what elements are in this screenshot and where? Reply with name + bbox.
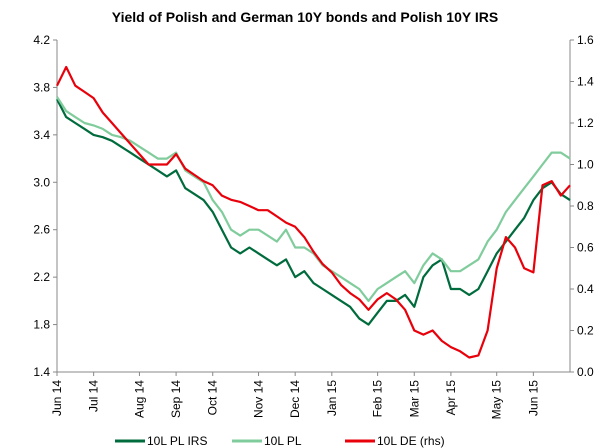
y-tick-label: 2.6 — [33, 223, 50, 237]
y2-tick-label: 0.0 — [577, 365, 594, 379]
x-tick-label: Jul 14 — [87, 380, 101, 412]
series-line — [56, 65, 571, 359]
y2-tick-label: 1.6 — [577, 33, 594, 47]
y-tick-label: 3.4 — [33, 128, 50, 142]
x-tick-label: Jan 15 — [325, 380, 339, 416]
y-tick-label: 4.2 — [33, 33, 50, 47]
chart-title: Yield of Polish and German 10Y bonds and… — [112, 9, 498, 25]
x-tick-label: Sep 14 — [169, 380, 183, 418]
x-tick-label: Jun 15 — [526, 380, 540, 416]
y-tick-label: 2.2 — [33, 270, 50, 284]
x-tick-label: Apr 15 — [444, 380, 458, 416]
x-tick-label: Aug 14 — [132, 380, 146, 418]
x-tick-label: Feb 15 — [371, 380, 385, 418]
y-tick-label: 3.8 — [33, 80, 50, 94]
x-tick-label: Mar 15 — [407, 380, 421, 418]
x-tick-label: Dec 14 — [288, 380, 302, 418]
legend-label: 10L PL — [264, 434, 302, 448]
legend-label: 10L DE (rhs) — [377, 434, 445, 448]
y2-tick-label: 0.2 — [577, 324, 594, 338]
x-tick-label: Jun 14 — [50, 380, 64, 416]
y2-tick-label: 0.4 — [577, 282, 594, 296]
y2-tick-label: 0.8 — [577, 199, 594, 213]
y-tick-label: 1.8 — [33, 318, 50, 332]
x-tick-label: Nov 14 — [252, 380, 266, 418]
series-line — [56, 98, 571, 326]
series-line — [56, 96, 571, 302]
y2-tick-label: 0.6 — [577, 241, 594, 255]
y2-tick-label: 1.0 — [577, 158, 594, 172]
y-tick-label: 3.0 — [33, 175, 50, 189]
y2-tick-label: 1.4 — [577, 75, 594, 89]
x-tick-label: May 15 — [490, 380, 504, 420]
x-tick-label: Oct 14 — [206, 380, 220, 416]
y-tick-label: 1.4 — [33, 365, 50, 379]
y2-tick-label: 1.2 — [577, 116, 594, 130]
legend-label: 10L PL IRS — [147, 434, 207, 448]
